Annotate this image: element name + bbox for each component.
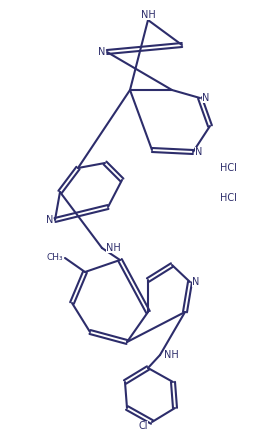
Text: N: N bbox=[98, 47, 105, 57]
Text: Cl: Cl bbox=[139, 421, 148, 431]
Text: HCl: HCl bbox=[220, 193, 237, 203]
Text: N: N bbox=[45, 215, 53, 225]
Text: NH: NH bbox=[141, 10, 155, 20]
Text: NH: NH bbox=[164, 350, 179, 360]
Text: HCl: HCl bbox=[220, 163, 237, 173]
Text: CH₃: CH₃ bbox=[46, 253, 63, 263]
Text: N: N bbox=[195, 147, 202, 157]
Text: N: N bbox=[202, 93, 209, 103]
Text: N: N bbox=[192, 277, 199, 287]
Text: NH: NH bbox=[106, 243, 121, 253]
